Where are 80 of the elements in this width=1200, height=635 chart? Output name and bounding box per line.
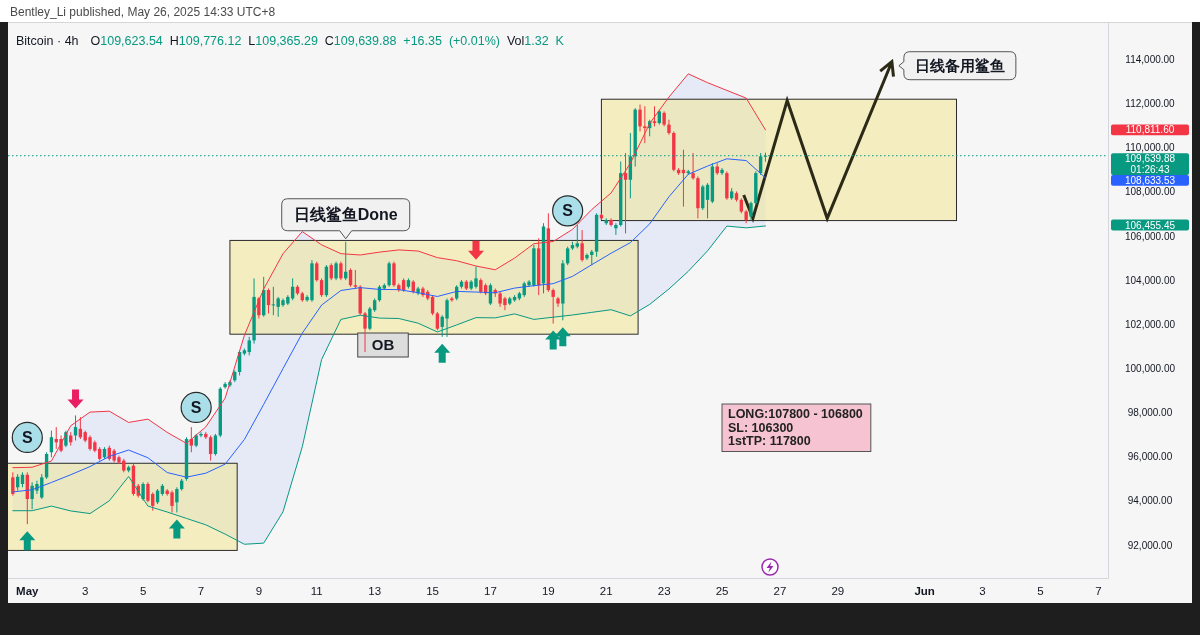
candlestick <box>638 104 642 132</box>
annotation: 日线鲨鱼Done <box>293 205 398 224</box>
candlestick <box>387 261 391 288</box>
x-tick-label: 5 <box>139 585 147 597</box>
candlestick <box>580 229 584 263</box>
candlestick <box>450 296 454 303</box>
x-tick-label: 23 <box>657 585 671 597</box>
x-tick-label: Jun <box>914 585 935 597</box>
y-tick-label: 94,000.00 <box>1127 495 1173 507</box>
candlestick <box>691 152 695 181</box>
text: 110,811.60 <box>1125 124 1175 136</box>
x-tick-label: 3 <box>81 585 89 597</box>
y-tick-label: 112,000.00 <box>1125 98 1176 110</box>
candlestick <box>623 152 628 234</box>
annotation: OB <box>371 336 395 353</box>
y-tick-label: 98,000.00 <box>1127 407 1173 419</box>
annotation: S <box>21 428 33 446</box>
text: 01:26:43 <box>1130 164 1170 176</box>
y-tick-label: 110,000.00 <box>1125 142 1176 154</box>
text: 106,455.45 <box>1124 219 1176 231</box>
candlestick <box>363 311 367 353</box>
candlestick <box>170 490 174 513</box>
annotation: SL: 106300 <box>728 420 794 435</box>
candlestick <box>11 471 15 497</box>
candlestick <box>585 252 589 261</box>
candlestick <box>334 261 338 281</box>
x-tick-label: 25 <box>715 585 729 597</box>
y-tick-label: 100,000.00 <box>1124 363 1176 374</box>
x-tick-label: 3 <box>979 585 986 597</box>
x-tick-label: 15 <box>426 585 439 597</box>
candlestick <box>575 224 579 249</box>
candlestick <box>749 201 753 221</box>
candlestick <box>213 433 218 457</box>
x-tick-label: 17 <box>484 585 497 597</box>
annotation: 日线备用鲨鱼 <box>914 57 1005 75</box>
candlestick <box>353 269 358 290</box>
candlestick <box>720 167 724 176</box>
text: Bentley_Li published, May 26, 2025 14:33 UTC+8 <box>10 4 276 19</box>
x-tick-label: 7 <box>197 585 205 597</box>
x-tick-label: 21 <box>599 585 613 597</box>
annotation: LONG:107800 - 106800 <box>728 407 863 421</box>
x-tick-label: 7 <box>1095 585 1102 597</box>
x-tick-label: 27 <box>773 585 787 597</box>
annotation: S <box>562 202 574 220</box>
x-tick-label: 11 <box>310 585 323 597</box>
x-tick-label: 29 <box>831 585 845 597</box>
candlestick <box>175 486 179 513</box>
x-tick-label: 9 <box>255 585 263 597</box>
text: O109,623.54 H109,776.12 L109,365.29 C109,639.88 +16.35 (+0.01%) Vol1.32 K <box>90 34 564 48</box>
candlestick <box>614 222 618 236</box>
text: 108,633.53 <box>1124 174 1176 186</box>
x-tick-label: May <box>16 585 40 597</box>
x-tick-label: 13 <box>368 585 382 597</box>
candlestick <box>146 481 150 503</box>
candlestick <box>652 105 657 127</box>
candlestick <box>643 105 647 144</box>
candlestick <box>551 288 555 325</box>
y-tick-label: 104,000.00 <box>1124 274 1176 286</box>
y-tick-label: 96,000.00 <box>1127 451 1173 463</box>
text: Bitcoin · 4h <box>16 34 79 48</box>
candlestick <box>339 261 343 281</box>
y-tick-label: 114,000.00 <box>1125 54 1176 66</box>
annotation: S <box>190 398 202 416</box>
candlestick <box>445 297 449 338</box>
candlestick <box>257 296 261 320</box>
y-tick-label: 92,000.00 <box>1127 539 1173 551</box>
candlestick <box>141 481 145 502</box>
y-tick-label: 108,000.00 <box>1124 186 1176 198</box>
annotation: 1stTP: 117800 <box>728 434 811 448</box>
x-tick-label: 19 <box>541 585 555 597</box>
ref-line-label: 109,639.88 <box>1124 153 1176 165</box>
candlestick <box>271 286 276 316</box>
y-tick-label: 102,000.00 <box>1124 318 1176 330</box>
candlestick <box>247 336 251 356</box>
candlestick <box>609 217 613 228</box>
y-tick-label: 106,000.00 <box>1124 230 1176 242</box>
candlestick <box>435 311 440 331</box>
candlestick <box>667 119 671 136</box>
candlestick <box>392 261 396 288</box>
x-tick-label: 5 <box>1037 585 1044 597</box>
